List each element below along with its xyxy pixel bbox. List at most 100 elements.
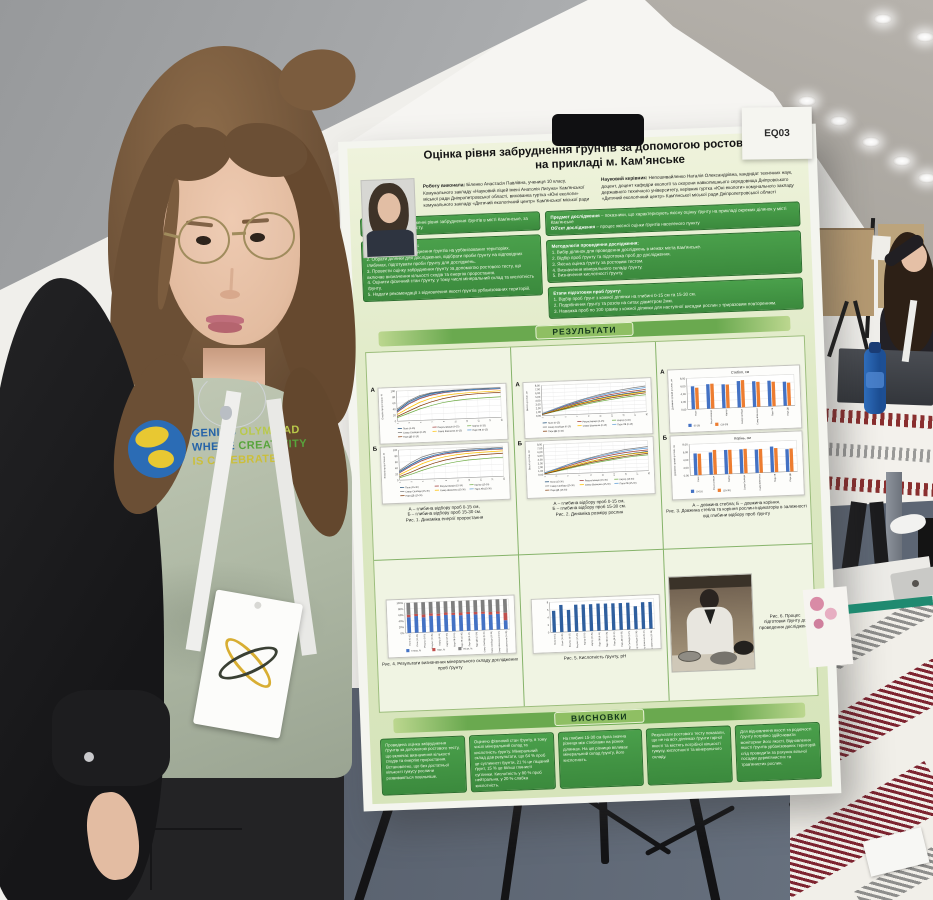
info-right-column: Предмет дослідження – показники, що хара… bbox=[545, 200, 804, 319]
svg-text:Поле (15-30): Поле (15-30) bbox=[550, 482, 564, 485]
conclusions-row: Проведена оцінка забруднення ґрунтів за … bbox=[379, 721, 822, 796]
chart-panel: Б 0,00 1,00 2,00 3,00 4,00 5,00 6,00 7,00 8,00 1 3… bbox=[518, 435, 658, 499]
conclusion-box-3: На глибині 15-30 см була значна різниця … bbox=[557, 728, 645, 789]
ceiling-light bbox=[830, 116, 848, 126]
svg-text:100: 100 bbox=[393, 448, 398, 452]
svg-text:4,00: 4,00 bbox=[683, 458, 689, 462]
jacket-snap-button bbox=[84, 752, 94, 762]
svg-text:5,00: 5,00 bbox=[535, 395, 541, 399]
ceiling-light bbox=[916, 32, 933, 42]
svg-text:1: 1 bbox=[397, 422, 399, 424]
svg-text:Мул, %: Мул, % bbox=[437, 649, 445, 651]
svg-text:6,00: 6,00 bbox=[680, 384, 686, 388]
svg-text:80: 80 bbox=[395, 454, 399, 458]
svg-text:Кар'єр (0-15): Кар'єр (0-15) bbox=[472, 425, 486, 428]
conclusion-box-4: Результати ростового тесту показали, що … bbox=[646, 725, 734, 786]
svg-text:Поле (15-30): Поле (15-30) bbox=[405, 487, 419, 490]
svg-text:8,00: 8,00 bbox=[683, 443, 689, 447]
project-code: EQ03 bbox=[764, 127, 790, 139]
svg-text:3: 3 bbox=[554, 416, 556, 418]
svg-text:Стебло, см: Стебло, см bbox=[731, 370, 750, 375]
svg-text:0%: 0% bbox=[400, 631, 405, 635]
svg-text:Поле: Поле bbox=[695, 410, 697, 416]
svg-text:Парк ДВ (0-15): Парк ДВ (0-15) bbox=[548, 431, 564, 434]
figure2-cell: А 0,00 1,00 2,00 3,00 4,00 5,00 6,00 7,00 8,00 1 3… bbox=[511, 341, 664, 556]
svg-text:60%: 60% bbox=[398, 613, 404, 617]
svg-text:4,00: 4,00 bbox=[535, 399, 541, 403]
object-label: Об'єкт дослідження bbox=[550, 224, 596, 232]
nose-tip bbox=[220, 290, 240, 299]
chart-panel: 0% 20% 40% 60% 80% 100% Поле (0-15) Поле (15-30… bbox=[379, 593, 519, 660]
svg-text:Сквер Шевченка: Сквер Шевченка bbox=[757, 408, 760, 425]
svg-text:5: 5 bbox=[565, 416, 567, 418]
chart-panel: 0 2 4 6 8 Поле (0-15) Поле (15-30) Рекульт. (0-… bbox=[524, 593, 664, 655]
svg-text:Сквер Свободи (0-15): Сквер Свободи (0-15) bbox=[484, 631, 487, 652]
svg-text:4: 4 bbox=[547, 615, 549, 619]
svg-text:8,00: 8,00 bbox=[680, 377, 686, 381]
svg-text:60: 60 bbox=[395, 460, 399, 464]
svg-text:20: 20 bbox=[501, 418, 503, 421]
svg-text:11: 11 bbox=[455, 420, 457, 423]
svg-text:Рекульт. (15-30): Рекульт. (15-30) bbox=[577, 632, 580, 647]
photo-shelf bbox=[669, 574, 752, 590]
svg-text:Корінь, см: Корінь, см bbox=[734, 436, 751, 441]
ceiling-light bbox=[862, 137, 880, 147]
svg-text:2,00: 2,00 bbox=[536, 406, 542, 410]
svg-text:2,00: 2,00 bbox=[538, 465, 544, 469]
svg-text:Поле (0-15): Поле (0-15) bbox=[548, 423, 560, 425]
globe-logo bbox=[128, 420, 186, 478]
ceiling-light bbox=[874, 14, 892, 24]
project-code-tag: EQ03 bbox=[741, 106, 813, 160]
svg-text:6: 6 bbox=[547, 608, 549, 612]
germination-energy-chart-b: 0 20 40 60 80 100 1 3 5 7 9 11 13 15 17 20 Енергія проро… bbox=[379, 442, 511, 505]
ceiling-light bbox=[798, 96, 816, 106]
flower bbox=[813, 618, 825, 630]
poster-content: Оцінка рівня забруднення ґрунтів за допо… bbox=[347, 130, 833, 805]
chart-panel: Б 0 20 40 60 80 100 1 3 5 7 9 11 13 15 17 20 Енергія про… bbox=[373, 441, 513, 505]
lab-process-photo bbox=[668, 573, 756, 673]
svg-text:Поле (15-30): Поле (15-30) bbox=[417, 634, 419, 647]
figure4-caption: Рис. 4. Результати визначення мінерально… bbox=[381, 656, 519, 671]
svg-text:100: 100 bbox=[391, 389, 396, 393]
svg-text:Сквер Свободи (15-30): Сквер Свободи (15-30) bbox=[405, 491, 430, 494]
svg-text:6,00: 6,00 bbox=[537, 450, 543, 454]
svg-text:11: 11 bbox=[457, 479, 459, 482]
svg-text:7: 7 bbox=[432, 421, 434, 423]
svg-text:Висота рослин, см: Висота рослин, см bbox=[526, 391, 529, 411]
svg-text:Рекульт. (0-15): Рекульт. (0-15) bbox=[424, 633, 427, 647]
svg-text:Поле: Поле bbox=[698, 476, 700, 482]
svg-text:Сквер Свободи (0-15): Сквер Свободи (0-15) bbox=[403, 432, 426, 435]
svg-text:Парк ДВ (0-15): Парк ДВ (0-15) bbox=[469, 632, 472, 647]
svg-text:Парк ЛВ (15-30): Парк ЛВ (15-30) bbox=[620, 483, 637, 486]
svg-text:Енергія проростання, %: Енергія проростання, % bbox=[383, 453, 387, 478]
svg-text:5,00: 5,00 bbox=[537, 454, 543, 458]
svg-text:Сквер Шевченка (0-15): Сквер Шевченка (0-15) bbox=[498, 630, 501, 652]
svg-text:Глина, %: Глина, % bbox=[411, 650, 421, 652]
svg-text:1: 1 bbox=[545, 476, 547, 478]
svg-text:Кар'єр (15-30): Кар'єр (15-30) bbox=[446, 632, 449, 646]
bottle-label bbox=[866, 372, 884, 388]
poster-board: EQ03 Оцінка рівня забруднення ґрунтів за… bbox=[338, 106, 842, 812]
methodology-box: Методологія проведення дослідження: 1. Ви… bbox=[546, 230, 803, 284]
panel-letter: А bbox=[660, 369, 665, 376]
svg-text:17: 17 bbox=[490, 418, 492, 421]
supervisor-block: Науковий керівник: Непошивайленко Наталі… bbox=[601, 169, 799, 203]
svg-text:7: 7 bbox=[577, 415, 579, 417]
figure6-cell: Рис. 6. Процес підготовки ґрунту до пров… bbox=[664, 544, 818, 701]
svg-text:Кар'єр (15-30): Кар'єр (15-30) bbox=[591, 632, 594, 646]
panel-letter: А bbox=[515, 382, 520, 389]
svg-text:60: 60 bbox=[392, 401, 396, 405]
svg-text:Сквер Свободи (15-30): Сквер Свободи (15-30) bbox=[550, 485, 575, 488]
jacket-cuff bbox=[52, 690, 170, 786]
svg-text:Сквер Свободи: Сквер Свободи bbox=[741, 408, 744, 424]
svg-text:3,00: 3,00 bbox=[538, 462, 544, 466]
svg-text:Пісок, %: Пісок, % bbox=[463, 647, 472, 650]
conclusions-header: ВИСНОВКИ bbox=[553, 709, 645, 727]
svg-text:Рекультивація (0-15): Рекультивація (0-15) bbox=[438, 425, 460, 429]
svg-text:Поле (0-15): Поле (0-15) bbox=[409, 634, 411, 645]
svg-text:7,00: 7,00 bbox=[537, 447, 543, 451]
svg-text:0,00: 0,00 bbox=[538, 473, 544, 477]
svg-text:0,00: 0,00 bbox=[536, 414, 542, 418]
svg-text:40: 40 bbox=[393, 407, 397, 411]
